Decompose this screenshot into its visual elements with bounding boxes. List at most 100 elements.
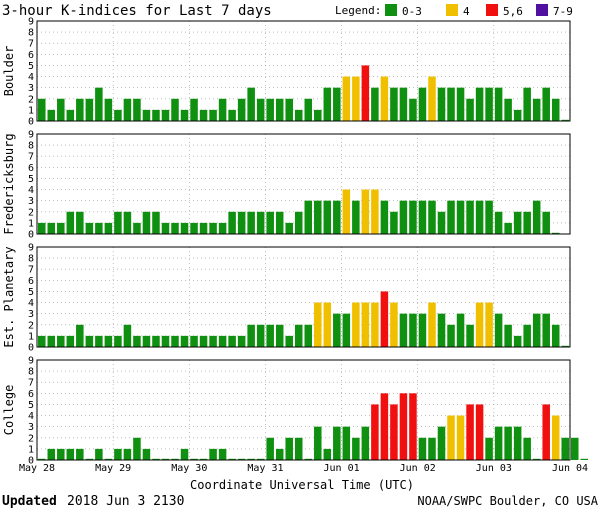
k-bar [133, 222, 141, 234]
k-bar [85, 98, 94, 121]
k-bar [399, 87, 408, 121]
k-bar [104, 335, 113, 347]
k-bar [399, 313, 408, 347]
k-bar [95, 335, 103, 347]
k-bar [352, 302, 360, 347]
k-bar [133, 335, 141, 347]
k-bar [209, 222, 217, 234]
k-bar [504, 222, 512, 234]
k-bar [285, 98, 293, 121]
k-bar [513, 335, 522, 347]
y-tick-label: 6 [28, 389, 34, 400]
k-bar [580, 458, 589, 460]
y-tick-label: 0 [28, 456, 34, 467]
y-tick-label: 7 [28, 265, 34, 276]
k-bar [294, 437, 303, 460]
k-bar [390, 302, 398, 347]
k-bar [361, 426, 370, 460]
k-bar [513, 109, 522, 121]
k-bar [228, 211, 236, 234]
k-bar [447, 87, 455, 121]
k-bar [447, 200, 455, 234]
k-bar [323, 302, 332, 347]
y-tick-label: 2 [28, 207, 34, 218]
k-bar [142, 448, 151, 460]
k-bar [466, 98, 474, 121]
k-bar [114, 109, 122, 121]
y-tick-label: 3 [28, 422, 34, 433]
k-bar [180, 109, 189, 121]
k-bar [209, 335, 217, 347]
y-tick-label: 4 [28, 411, 34, 422]
k-bar [247, 211, 255, 234]
k-bar [418, 200, 427, 234]
k-bar [228, 458, 236, 460]
k-bar [361, 189, 370, 234]
k-bar [456, 87, 465, 121]
k-bar [390, 404, 398, 460]
k-bar [47, 109, 56, 121]
y-tick-label: 6 [28, 163, 34, 174]
k-bar [142, 211, 151, 234]
k-bar [437, 211, 446, 234]
k-bar [428, 302, 436, 347]
k-bar [532, 200, 541, 234]
k-bar [161, 458, 170, 460]
k-bar [142, 109, 151, 121]
legend-swatch-1 [446, 4, 458, 16]
k-bar [256, 98, 265, 121]
k-bar [551, 232, 560, 234]
k-bar [380, 76, 389, 121]
legend-swatch-2 [486, 4, 498, 16]
k-bar [380, 393, 389, 460]
legend: 0-3 4 5,6 7-9 [385, 4, 573, 18]
k-bar [399, 393, 408, 460]
k-bar [428, 76, 436, 121]
k-bar [114, 211, 122, 234]
k-bar [333, 426, 341, 460]
k-bar [485, 302, 493, 347]
k-bar [123, 324, 132, 347]
k-bar [199, 222, 208, 234]
y-tick-label: 9 [28, 356, 34, 367]
k-bar [418, 313, 427, 347]
k-bar [542, 211, 550, 234]
k-bar [285, 437, 293, 460]
k-bar [161, 335, 170, 347]
y-tick-label: 4 [28, 298, 34, 309]
k-bar [85, 222, 94, 234]
legend-label-3: 7-9 [553, 5, 573, 18]
k-bar [256, 211, 265, 234]
y-tick-label: 1 [28, 331, 34, 342]
panels: 0123456789Boulder0123456789Fredericksbur… [2, 17, 589, 467]
x-tick-label: Jun 04 [552, 463, 588, 474]
k-bar [247, 458, 255, 460]
x-tick-label: Jun 01 [324, 463, 360, 474]
k-bar [199, 458, 208, 460]
k-bar [485, 87, 493, 121]
k-bar [466, 404, 474, 460]
k-bar [542, 313, 550, 347]
panel-frame [36, 246, 571, 348]
k-bar [418, 437, 427, 460]
k-bar [428, 200, 436, 234]
k-bar [57, 335, 65, 347]
k-bar [218, 448, 227, 460]
k-bar [123, 98, 132, 121]
k-bar [171, 98, 179, 121]
k-bar [494, 87, 503, 121]
updated-label: Updated [2, 494, 57, 509]
k-bar [418, 87, 427, 121]
k-bar [114, 448, 122, 460]
k-bar [475, 200, 484, 234]
k-bar [323, 448, 332, 460]
y-tick-label: 7 [28, 378, 34, 389]
k-bar [371, 302, 379, 347]
k-bar [275, 324, 284, 347]
k-bar [504, 426, 512, 460]
k-bar [161, 222, 170, 234]
y-tick-label: 9 [28, 130, 34, 141]
k-bar [47, 448, 56, 460]
k-bar [371, 189, 379, 234]
k-bar [199, 335, 208, 347]
